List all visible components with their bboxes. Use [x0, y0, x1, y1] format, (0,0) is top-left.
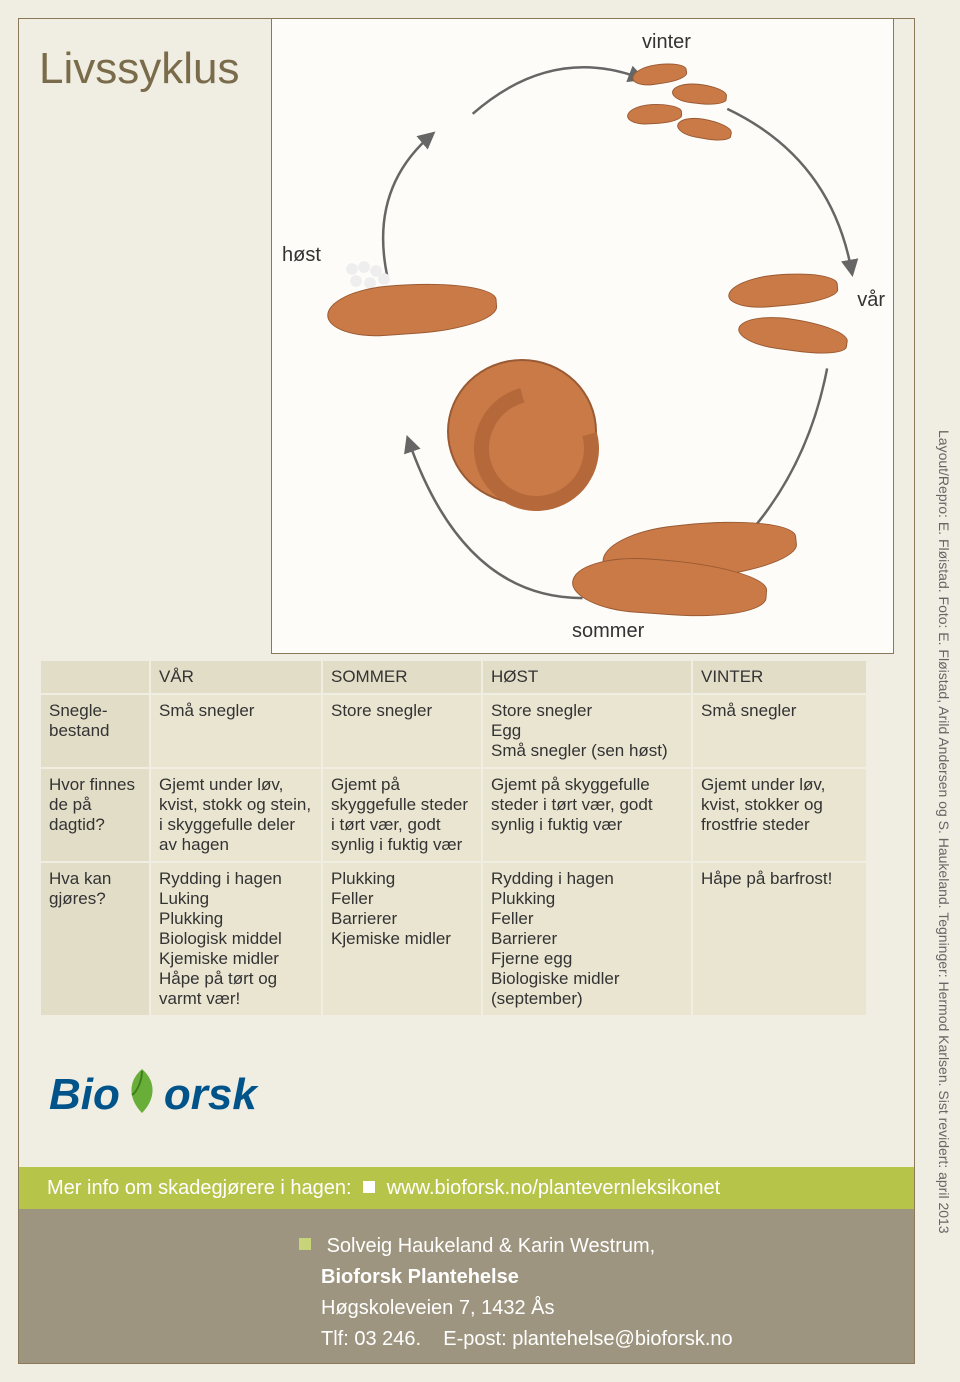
row-header: Hvor finnes de på dagtid? [40, 768, 150, 862]
col-header: SOMMER [322, 660, 482, 694]
logo-prefix: Bio [49, 1070, 120, 1119]
infobar-text: Mer info om skadegjørere i hagen: [47, 1177, 352, 1199]
bullet-icon [363, 1181, 375, 1193]
leaf-icon [120, 1067, 164, 1115]
col-header: VINTER [692, 660, 867, 694]
footer-email: plantehelse@bioforsk.no [512, 1328, 732, 1350]
table-cell: Gjemt under løv, kvist, stokk og stein, … [150, 768, 322, 862]
table-cell: Gjemt på skyggefulle steder i tørt vær, … [322, 768, 482, 862]
bioforsk-logo: Bioorsk [49, 1067, 257, 1120]
label-autumn: høst [282, 244, 321, 267]
table-cell: Små snegler [692, 694, 867, 768]
label-summer: sommer [572, 620, 644, 643]
slug-mating-icon [447, 359, 597, 504]
table-cell: Håpe på barfrost! [692, 862, 867, 1016]
footer-address: Høgskoleveien 7, 1432 Ås [321, 1297, 554, 1319]
lifecycle-diagram: vinter vår sommer høst [271, 19, 894, 654]
table-cell: Store sneglerEggSmå snegler (sen høst) [482, 694, 692, 768]
footer-authors: Solveig Haukeland & Karin Westrum, [327, 1235, 656, 1257]
table-cell: Store snegler [322, 694, 482, 768]
col-header: VÅR [150, 660, 322, 694]
table-cell: Gjemt på skyggefulle steder i tørt vær, … [482, 768, 692, 862]
footer-org: Bioforsk Plantehelse [321, 1266, 519, 1288]
footer-email-label: E-post: [443, 1328, 506, 1350]
info-bar: Mer info om skadegjørere i hagen: www.bi… [19, 1167, 914, 1209]
table-cell: Rydding i hagenLukingPlukkingBiologisk m… [150, 862, 322, 1016]
bullet-icon [299, 1238, 311, 1250]
footer-phone: Tlf: 03 246. [321, 1328, 421, 1350]
logo-suffix: orsk [164, 1070, 257, 1119]
footer: Solveig Haukeland & Karin Westrum, Biofo… [19, 1209, 914, 1363]
row-header: Snegle-bestand [40, 694, 150, 768]
label-winter: vinter [642, 31, 691, 54]
row-header: Hva kan gjøres? [40, 862, 150, 1016]
seasonal-table: VÅR SOMMER HØST VINTER Snegle-bestand Sm… [39, 659, 868, 1017]
table-corner [40, 660, 150, 694]
label-spring: vår [857, 289, 885, 312]
col-header: HØST [482, 660, 692, 694]
side-credit: Layout/Repro: E. Fløistad. Foto: E. Fløi… [922, 430, 952, 1330]
table-cell: Små snegler [150, 694, 322, 768]
infobar-link: www.bioforsk.no/plantevernleksikonet [387, 1177, 721, 1199]
table-cell: Gjemt under løv, kvist, stokker og frost… [692, 768, 867, 862]
table-cell: Rydding i hagenPlukkingFellerBarriererFj… [482, 862, 692, 1016]
table-cell: PlukkingFellerBarriererKjemiske midler [322, 862, 482, 1016]
page-frame: Livssyklus vinter vår sommer høst [18, 18, 915, 1364]
